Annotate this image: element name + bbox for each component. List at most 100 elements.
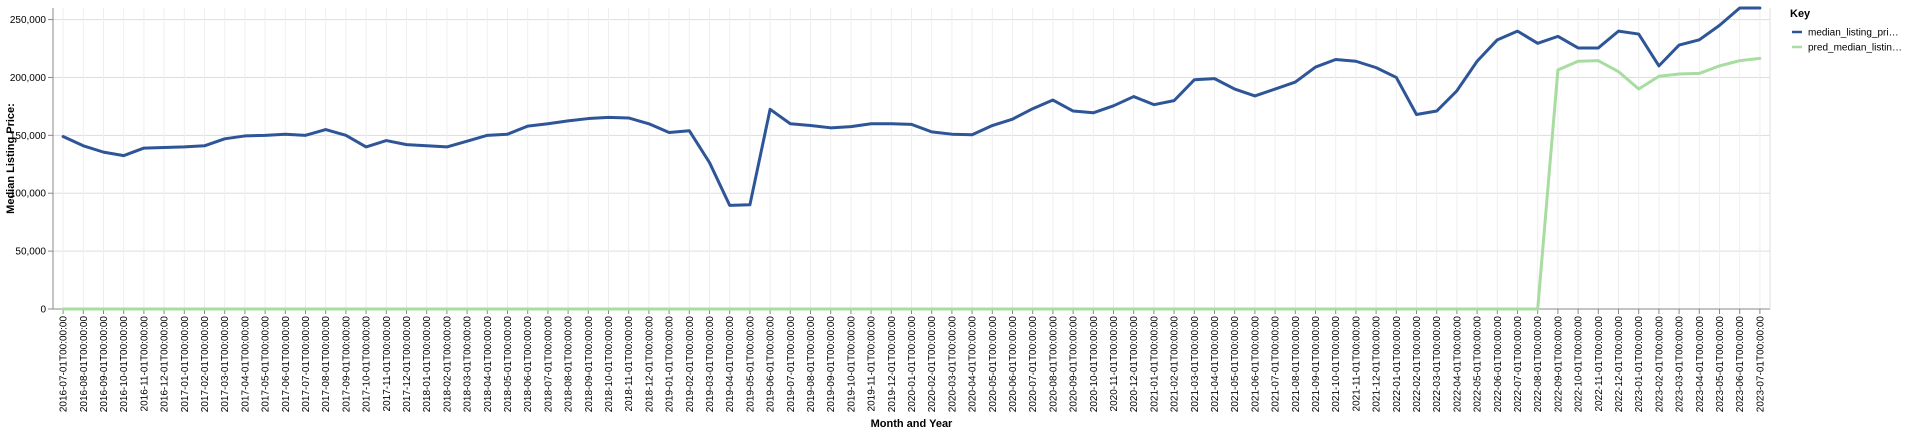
x-tick-label: 2021-07-01T00:00:00: [1271, 316, 1282, 413]
x-tick-label: 2019-11-01T00:00:00: [867, 316, 878, 412]
x-tick-label: 2022-05-01T00:00:00: [1473, 316, 1484, 413]
x-tick-label: 2020-12-01T00:00:00: [1129, 316, 1140, 413]
x-tick-label: 2021-03-01T00:00:00: [1190, 316, 1201, 413]
x-tick-label: 2022-08-01T00:00:00: [1533, 316, 1544, 413]
x-tick-label: 2021-11-01T00:00:00: [1351, 316, 1362, 412]
x-axis-title: Month and Year: [871, 418, 953, 430]
x-tick-label: 2022-10-01T00:00:00: [1574, 316, 1585, 413]
x-tick-label: 2019-06-01T00:00:00: [766, 316, 777, 413]
x-tick-label: 2020-05-01T00:00:00: [988, 316, 999, 413]
x-tick-label: 2019-04-01T00:00:00: [725, 316, 736, 413]
x-tick-label: 2017-07-01T00:00:00: [301, 316, 312, 413]
legend-label: median_listing_pri…: [1808, 28, 1899, 39]
x-tick-label: 2023-04-01T00:00:00: [1695, 316, 1706, 413]
x-tick-label: 2017-09-01T00:00:00: [341, 316, 352, 413]
x-tick-label: 2016-08-01T00:00:00: [79, 316, 90, 413]
x-tick-label: 2023-03-01T00:00:00: [1675, 316, 1686, 413]
legend: Key median_listing_pri… pred_median_listi…: [1790, 8, 1902, 54]
x-tick-label: 2022-11-01T00:00:00: [1594, 316, 1605, 412]
x-tick-label: 2018-05-01T00:00:00: [503, 316, 514, 413]
x-tick-label: 2021-06-01T00:00:00: [1250, 316, 1261, 413]
x-tick-label: 2019-07-01T00:00:00: [786, 316, 797, 413]
x-tick-label: 2020-01-01T00:00:00: [907, 316, 918, 413]
x-tick-label: 2016-07-01T00:00:00: [59, 316, 70, 413]
x-tick-label: 2019-05-01T00:00:00: [745, 316, 756, 413]
x-tick-label: 2016-09-01T00:00:00: [99, 316, 110, 413]
x-tick-label: 2019-03-01T00:00:00: [705, 316, 716, 413]
x-tick-label: 2018-02-01T00:00:00: [442, 316, 453, 413]
x-tick-label: 2023-05-01T00:00:00: [1715, 316, 1726, 413]
y-axis-title: Median Listing Price:: [5, 103, 17, 214]
x-tick-label: 2020-07-01T00:00:00: [1028, 316, 1039, 413]
x-tick-label: 2021-09-01T00:00:00: [1311, 316, 1322, 413]
x-tick-label: 2022-02-01T00:00:00: [1412, 316, 1423, 413]
x-tick-labels: 2016-07-01T00:00:00 2016-08-01T00:00:00 20…: [59, 316, 1767, 413]
x-tick-label: 2016-12-01T00:00:00: [160, 316, 171, 413]
y-tick-label: 150,000: [10, 131, 47, 142]
x-tick-label: 2017-03-01T00:00:00: [220, 316, 231, 413]
y-tick-label: 200,000: [10, 73, 47, 84]
x-tick-label: 2022-06-01T00:00:00: [1493, 316, 1504, 413]
x-tick-label: 2016-11-01T00:00:00: [139, 316, 150, 412]
y-tick-label: 0: [40, 305, 46, 316]
x-tick-label: 2017-08-01T00:00:00: [321, 316, 332, 413]
x-tick-label: 2020-09-01T00:00:00: [1069, 316, 1080, 413]
x-tick-label: 2019-10-01T00:00:00: [846, 316, 857, 413]
x-tick-label: 2020-02-01T00:00:00: [927, 316, 938, 413]
x-tick-label: 2019-08-01T00:00:00: [806, 316, 817, 413]
y-tick-label: 50,000: [15, 247, 46, 258]
x-tick-label: 2017-12-01T00:00:00: [402, 316, 413, 413]
x-tick-label: 2019-02-01T00:00:00: [685, 316, 696, 413]
x-tick-label: 2018-08-01T00:00:00: [564, 316, 575, 413]
x-tick-label: 2018-04-01T00:00:00: [483, 316, 494, 413]
x-tick-label: 2023-02-01T00:00:00: [1654, 316, 1665, 413]
x-tick-label: 2022-07-01T00:00:00: [1513, 316, 1524, 413]
axes: [48, 8, 1771, 314]
x-tick-label: 2020-03-01T00:00:00: [947, 316, 958, 413]
x-tick-label: 2018-03-01T00:00:00: [463, 316, 474, 413]
series-line: [61, 56, 1762, 311]
y-tick-label: 100,000: [10, 189, 47, 200]
series-lines: [61, 6, 1762, 311]
x-tick-label: 2017-05-01T00:00:00: [261, 316, 272, 413]
x-tick-label: 2018-01-01T00:00:00: [422, 316, 433, 413]
x-tick-label: 2018-10-01T00:00:00: [604, 316, 615, 413]
x-tick-label: 2018-07-01T00:00:00: [543, 316, 554, 413]
y-tick-label: 250,000: [10, 15, 47, 26]
x-tick-label: 2018-06-01T00:00:00: [523, 316, 534, 413]
x-tick-label: 2017-04-01T00:00:00: [240, 316, 251, 413]
x-tick-label: 2020-04-01T00:00:00: [968, 316, 979, 413]
legend-label: pred_median_listin…: [1808, 43, 1902, 54]
x-tick-label: 2017-11-01T00:00:00: [382, 316, 393, 412]
x-tick-label: 2023-01-01T00:00:00: [1634, 316, 1645, 413]
legend-items: median_listing_pri… pred_median_listin…: [1792, 28, 1902, 54]
x-tick-label: 2021-02-01T00:00:00: [1170, 316, 1181, 413]
x-tick-label: 2020-11-01T00:00:00: [1109, 316, 1120, 412]
x-tick-label: 2018-11-01T00:00:00: [624, 316, 635, 412]
x-tick-label: 2023-06-01T00:00:00: [1735, 316, 1746, 413]
x-tick-label: 2022-09-01T00:00:00: [1553, 316, 1564, 413]
x-tick-label: 2022-03-01T00:00:00: [1432, 316, 1443, 413]
x-tick-label: 2022-04-01T00:00:00: [1452, 316, 1463, 413]
y-tick-labels: 0 50,000 100,000 150,000 200,000 250,000: [10, 15, 47, 315]
x-tick-label: 2017-10-01T00:00:00: [362, 316, 373, 413]
x-tick-label: 2017-01-01T00:00:00: [180, 316, 191, 413]
x-tick-label: 2020-06-01T00:00:00: [1008, 316, 1019, 413]
x-tick-label: 2017-02-01T00:00:00: [200, 316, 211, 413]
x-tick-label: 2018-09-01T00:00:00: [584, 316, 595, 413]
series-line: [61, 6, 1762, 207]
x-tick-label: 2019-09-01T00:00:00: [826, 316, 837, 413]
x-tick-label: 2020-10-01T00:00:00: [1089, 316, 1100, 413]
x-tick-label: 2021-12-01T00:00:00: [1372, 316, 1383, 413]
x-tick-label: 2022-12-01T00:00:00: [1614, 316, 1625, 413]
x-tick-label: 2021-01-01T00:00:00: [1149, 316, 1160, 413]
legend-title: Key: [1790, 8, 1811, 20]
x-tick-label: 2020-08-01T00:00:00: [1048, 316, 1059, 413]
x-tick-label: 2021-10-01T00:00:00: [1331, 316, 1342, 413]
x-tick-label: 2016-10-01T00:00:00: [119, 316, 130, 413]
x-tick-label: 2022-01-01T00:00:00: [1392, 316, 1403, 413]
x-tick-label: 2019-12-01T00:00:00: [887, 316, 898, 413]
x-tick-label: 2021-04-01T00:00:00: [1210, 316, 1221, 413]
